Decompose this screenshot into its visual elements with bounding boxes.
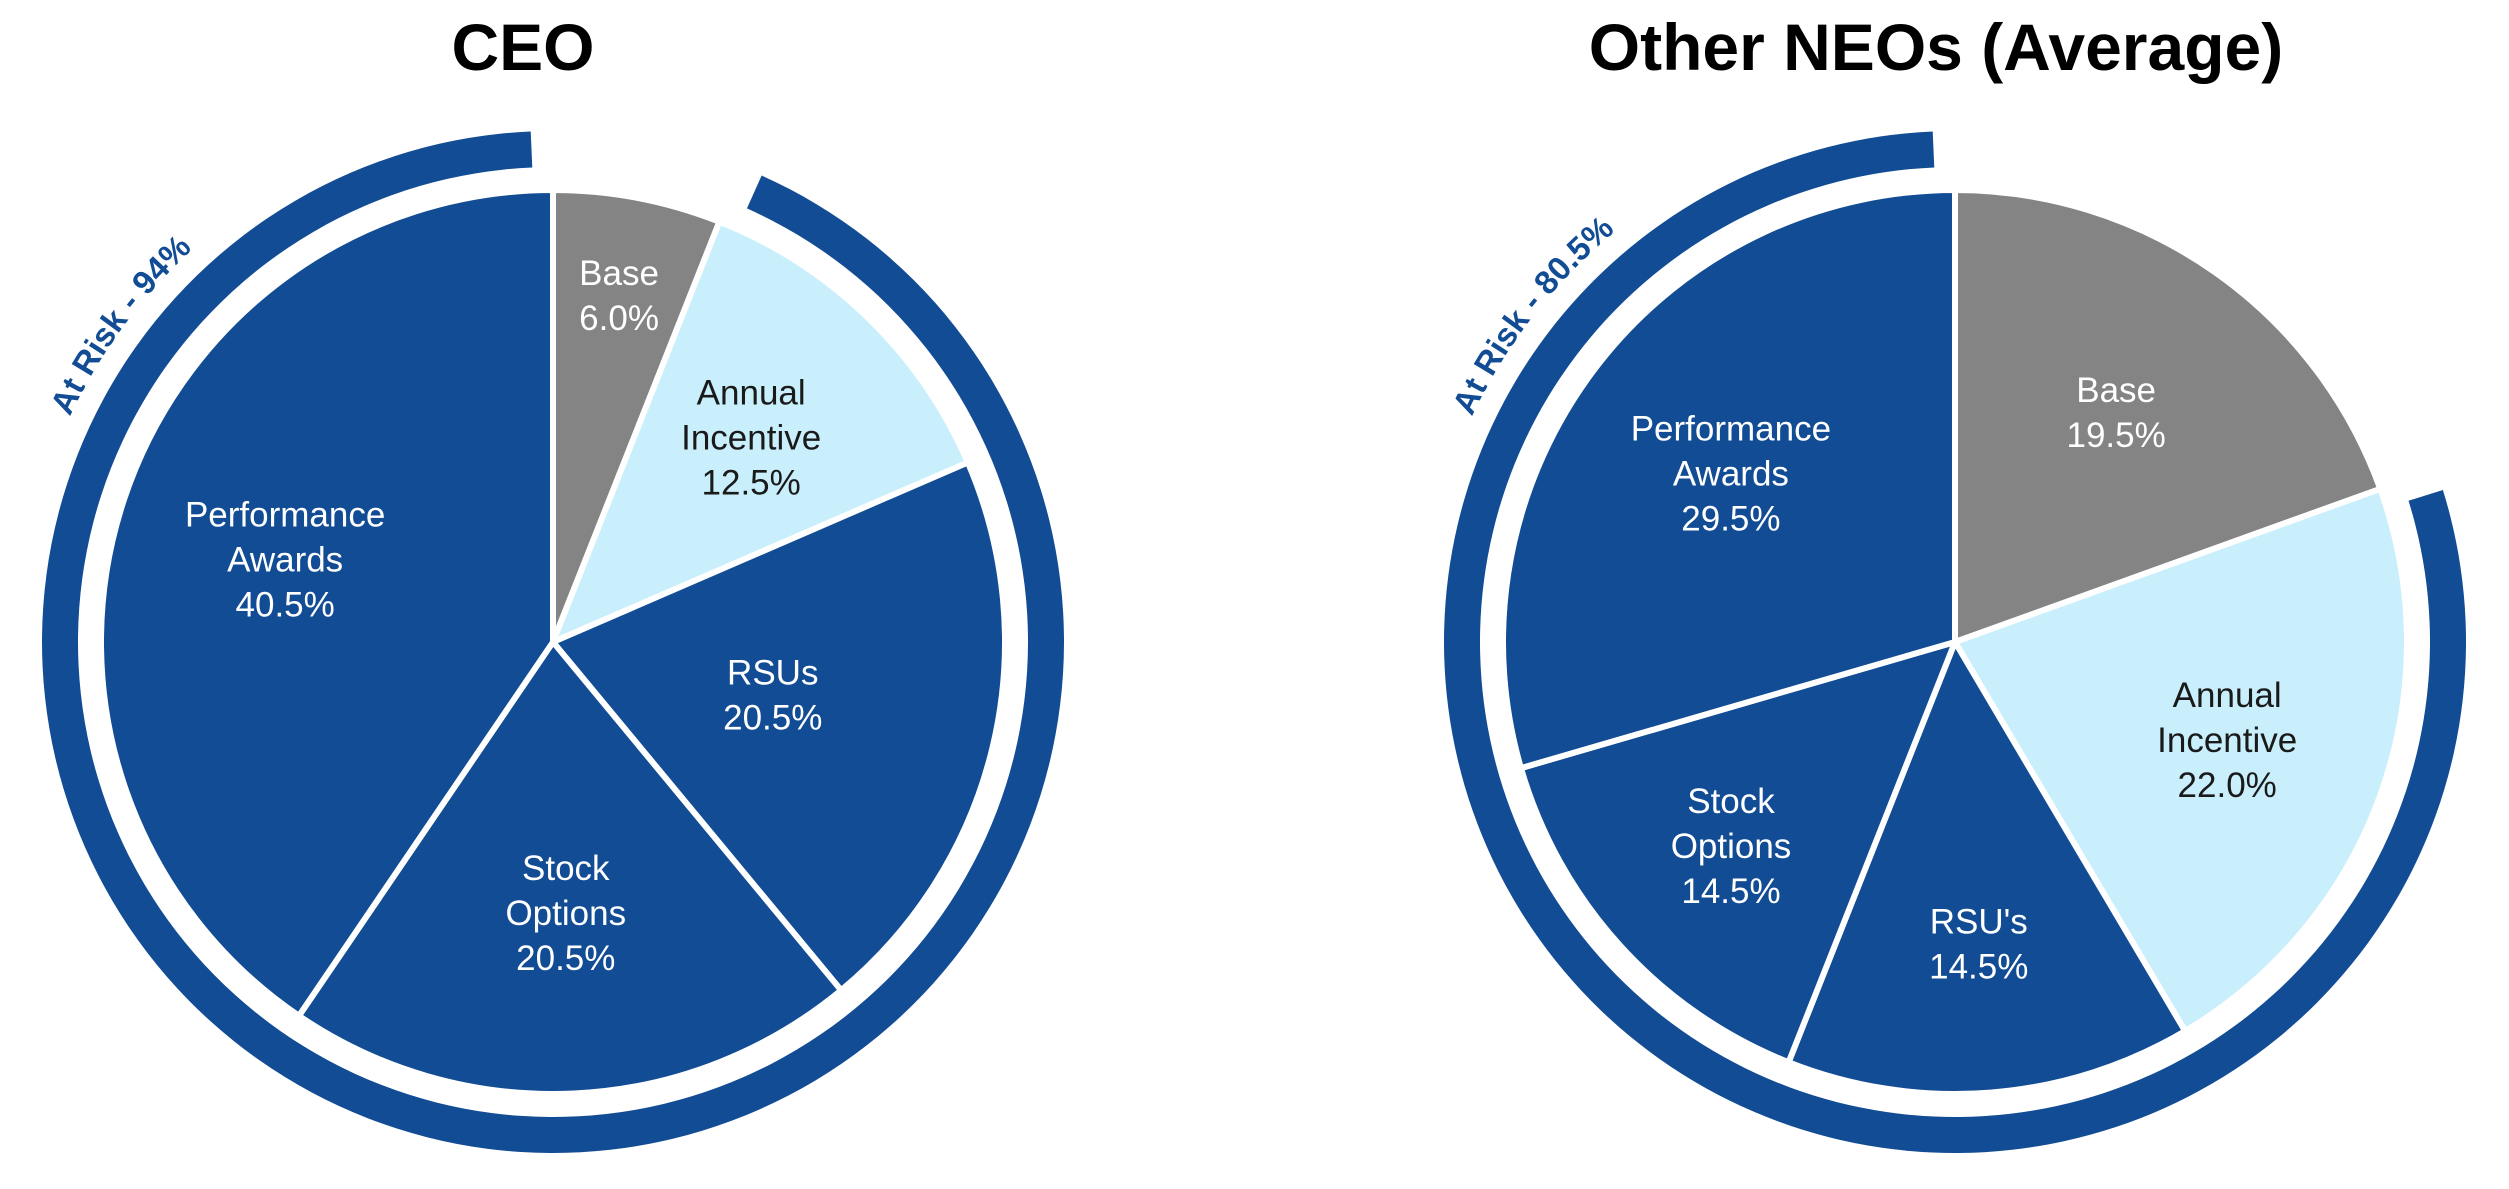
ceo-label-base: Base 6.0% [579,254,659,338]
ceo-label-stock-options: Stock Options 20.5% [505,849,626,978]
ceo-label-annual-incentive: Annual Incentive 12.5% [681,374,821,503]
other-neos-label-annual-incentive: Annual Incentive 22.0% [2157,676,2297,805]
ceo-chart-title: CEO [451,10,594,84]
other-neos-slice-base [1952,187,2384,645]
other-neos-label-stock-options: Stock Options 14.5% [1671,782,1792,911]
other-neos-chart: Other NEOs (Average) Base 19.5% Annual Ince… [1444,10,2466,1154]
other-neos-label-rsu-s: RSU's 14.5% [1929,902,2028,986]
other-neos-label-performance-awards: Performance Awards 29.5% [1631,410,1831,539]
other-neos-slice-annual-incentive [1952,485,2411,1035]
other-neos-chart-title: Other NEOs (Average) [1589,10,2283,84]
ceo-pie: Base 6.0% Annual Incentive 12.5% RSUs 20.5% Sto… [41,131,1064,1154]
other-neos-slice-rsu-s [1785,639,2189,1098]
ceo-chart: CEO Base 6.0% Annual Incentive 12.5% RSUs 20.5… [41,10,1064,1154]
ceo-slice-rsus [550,459,1008,994]
ceo-slice-annual-incentive [550,218,971,645]
other-neos-slice-performance-awards [1500,187,1958,772]
ceo-label-rsus: RSUs 20.5% [723,653,822,737]
ceo-slice-stock-options [295,639,845,1097]
ceo-label-performance-awards: Performance Awards 40.5% [185,496,385,625]
other-neos-label-base: Base 19.5% [2067,371,2166,455]
other-neos-pie: Base 19.5% Annual Incentive 22.0% RSU's 14.5% S… [1444,131,2466,1154]
other-neos-slice-stock-options [1517,639,1958,1066]
ceo-slice-performance-awards [98,187,556,1019]
